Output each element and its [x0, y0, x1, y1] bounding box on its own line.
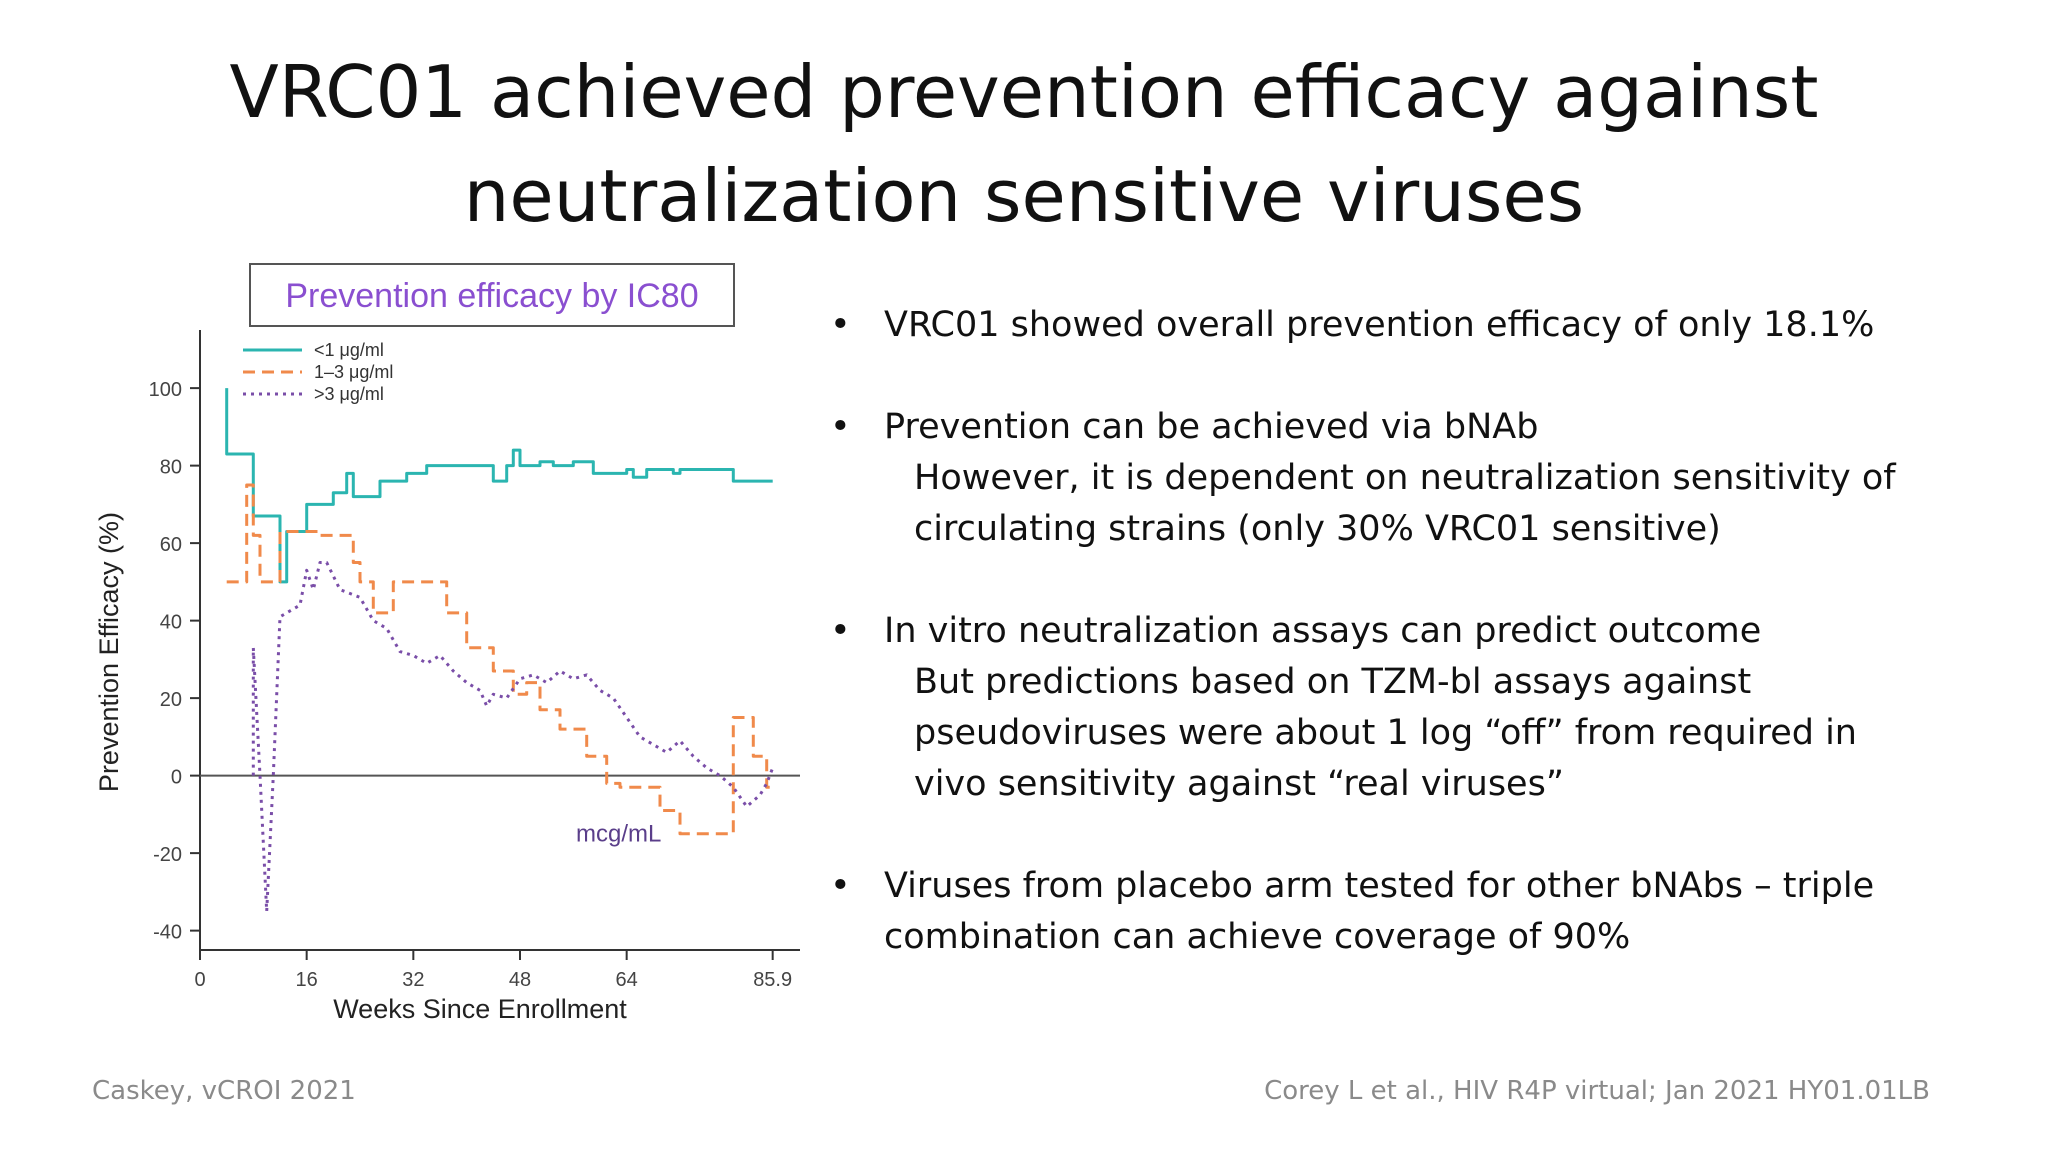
- footer-right-citation: Corey L et al., HIV R4P virtual; Jan 202…: [1264, 1076, 1930, 1106]
- bullet-dot: •: [830, 866, 851, 906]
- y-tick-label: 20: [160, 689, 182, 711]
- legend-label-1: <1 μg/ml: [314, 340, 384, 360]
- bullet-dot: •: [830, 305, 851, 345]
- x-tick-label: 16: [296, 969, 318, 991]
- y-tick-label: 60: [160, 534, 182, 556]
- bullet-dot: •: [830, 611, 851, 651]
- y-tick-label: 0: [171, 767, 182, 789]
- chart-annotation: mcg/mL: [576, 821, 661, 848]
- x-tick-label: 0: [194, 969, 205, 991]
- efficacy-chart: Prevention efficacy by IC80 100 80 60 40 20 0…: [94, 263, 800, 1024]
- legend-label-3: >3 μg/ml: [314, 384, 384, 404]
- bullet-text: In vitro neutralization assays can predi…: [884, 611, 1762, 651]
- slide-title: VRC01 achieved prevention efficacy again…: [0, 40, 2048, 248]
- bullet-subline: However, it is dependent on neutralizati…: [914, 458, 1896, 498]
- y-tick-label: 40: [160, 612, 182, 634]
- x-tick-label: 32: [402, 969, 424, 991]
- legend-label-2: 1–3 μg/ml: [314, 362, 393, 382]
- title-line-2: neutralization sensitive viruses: [463, 154, 1585, 238]
- bullet-text: Viruses from placebo arm tested for othe…: [884, 866, 1875, 906]
- bullet-subline: But predictions based on TZM-bl assays a…: [914, 662, 1752, 702]
- bullet-subline: vivo sensitivity against “real viruses”: [914, 764, 1564, 804]
- bullet-item: • Prevention can be achieved via bNAb Ho…: [830, 402, 1990, 555]
- bullet-list: • VRC01 showed overall prevention effica…: [830, 300, 1990, 1014]
- x-tick-label: 64: [616, 969, 638, 991]
- bullet-item: • VRC01 showed overall prevention effica…: [830, 300, 1990, 351]
- y-tick-label: 100: [149, 379, 182, 401]
- footer-left-citation: Caskey, vCROI 2021: [92, 1076, 356, 1106]
- x-tick-label: 85.9: [753, 969, 792, 991]
- bullet-item: • In vitro neutralization assays can pre…: [830, 606, 1990, 810]
- bullet-text-continued: combination can achieve coverage of 90%: [884, 917, 1631, 957]
- bullet-item: • Viruses from placebo arm tested for ot…: [830, 861, 1990, 963]
- bullet-text: Prevention can be achieved via bNAb: [884, 407, 1539, 447]
- series-line-1: [225, 388, 773, 584]
- x-tick-label: 48: [509, 969, 531, 991]
- y-tick-label: 80: [160, 457, 182, 479]
- series-line-3: [251, 561, 775, 913]
- x-axis-label: Weeks Since Enrollment: [333, 994, 627, 1024]
- y-tick-label: -40: [153, 922, 182, 944]
- y-axis-label: Prevention Efficacy (%): [94, 512, 124, 792]
- series-line-2: [226, 483, 773, 836]
- chart-title: Prevention efficacy by IC80: [285, 277, 698, 315]
- bullet-text: VRC01 showed overall prevention efficacy…: [884, 305, 1875, 345]
- bullet-subline: circulating strains (only 30% VRC01 sens…: [914, 509, 1721, 549]
- bullet-subline: pseudoviruses were about 1 log “off” fro…: [914, 713, 1857, 753]
- title-line-1: VRC01 achieved prevention efficacy again…: [229, 50, 1819, 134]
- chart-title-box: [249, 263, 735, 327]
- y-tick-label: -20: [153, 844, 182, 866]
- bullet-dot: •: [830, 407, 851, 447]
